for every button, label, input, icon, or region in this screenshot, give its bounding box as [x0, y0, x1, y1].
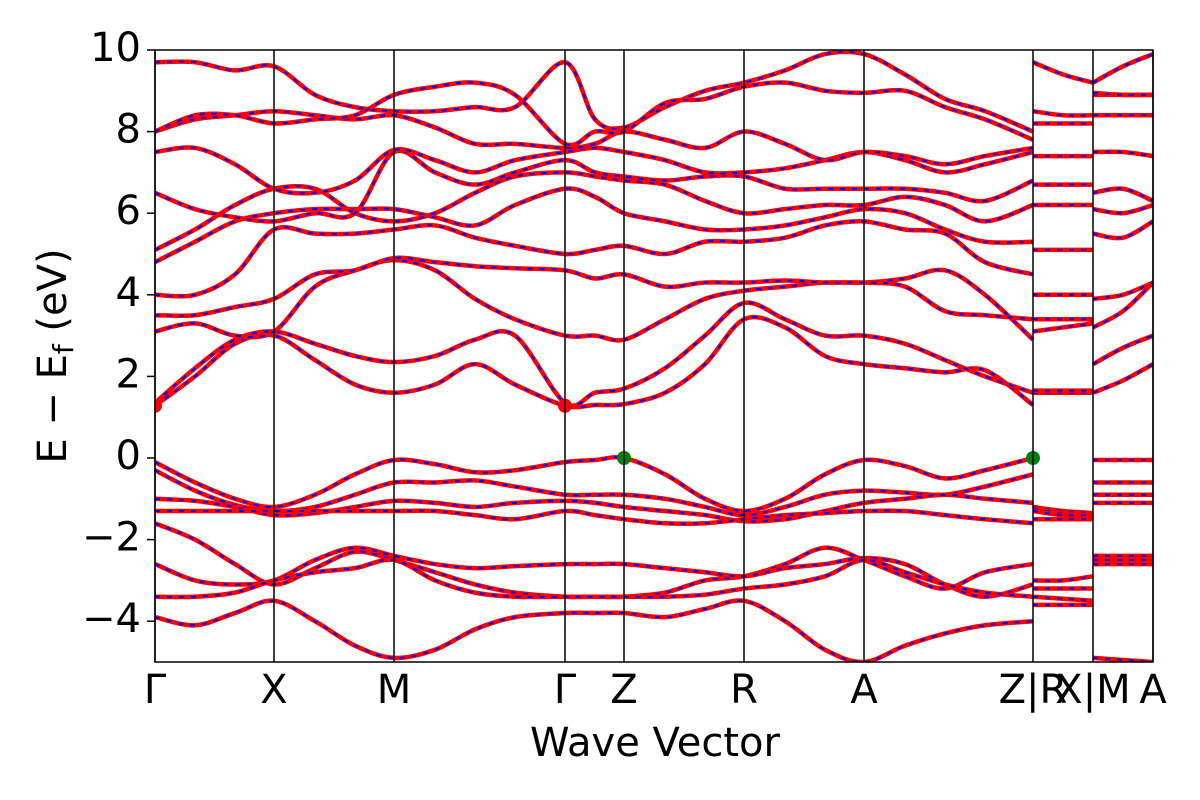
x-tick-label: Γ [144, 667, 167, 713]
x-tick-label: X|M [1055, 667, 1130, 713]
band-line [155, 454, 1153, 516]
band-dash [155, 220, 1153, 298]
y-tick-label: 6 [116, 188, 141, 234]
y-label-sub: f [47, 343, 80, 354]
band-line [155, 557, 1153, 604]
band-line [155, 598, 1153, 662]
band-dash [155, 171, 1153, 251]
band-dash [155, 546, 1153, 598]
band-line [155, 257, 1153, 343]
band-dash [155, 301, 1153, 407]
extremum-marker [155, 398, 162, 413]
band-dash [155, 501, 1153, 525]
band-dash [155, 316, 1153, 409]
band-dash [155, 522, 1153, 599]
x-tick-label: Z [610, 667, 637, 713]
x-tick-label: X [260, 667, 287, 713]
band-dash [155, 149, 1153, 223]
band-line [155, 314, 1153, 410]
y-label-main: E − E [30, 354, 76, 464]
y-label-tail: (eV) [30, 248, 76, 344]
y-tick-label: 0 [116, 433, 141, 479]
band-dash [155, 187, 1153, 264]
x-axis-label: Wave Vector [530, 720, 781, 766]
x-tick-label: Z|R [999, 667, 1068, 713]
band-line [155, 492, 1153, 524]
band-dash [155, 599, 1153, 662]
x-tick-label: A [850, 667, 878, 713]
band-dash [155, 61, 1153, 147]
y-tick-label: −4 [82, 596, 141, 642]
y-axis-label: E − Ef (eV) [30, 248, 80, 463]
band-dash [155, 256, 1153, 321]
band-dash [155, 456, 1153, 515]
band-line [155, 60, 1153, 148]
y-tick-label: 10 [90, 25, 141, 71]
band-dash [155, 53, 1153, 166]
x-tick-label: A [1139, 667, 1167, 713]
y-tick-label: 2 [116, 351, 141, 397]
y-tick-label: 4 [116, 270, 141, 316]
plot-area [155, 50, 1153, 662]
x-tick-label: M [377, 667, 412, 713]
band-line [155, 521, 1153, 600]
band-dash [155, 50, 1153, 133]
x-tick-label: Γ [554, 667, 577, 713]
y-tick-label: −2 [82, 515, 141, 561]
x-tick-label: R [730, 667, 758, 713]
y-tick-label: 8 [116, 107, 141, 153]
